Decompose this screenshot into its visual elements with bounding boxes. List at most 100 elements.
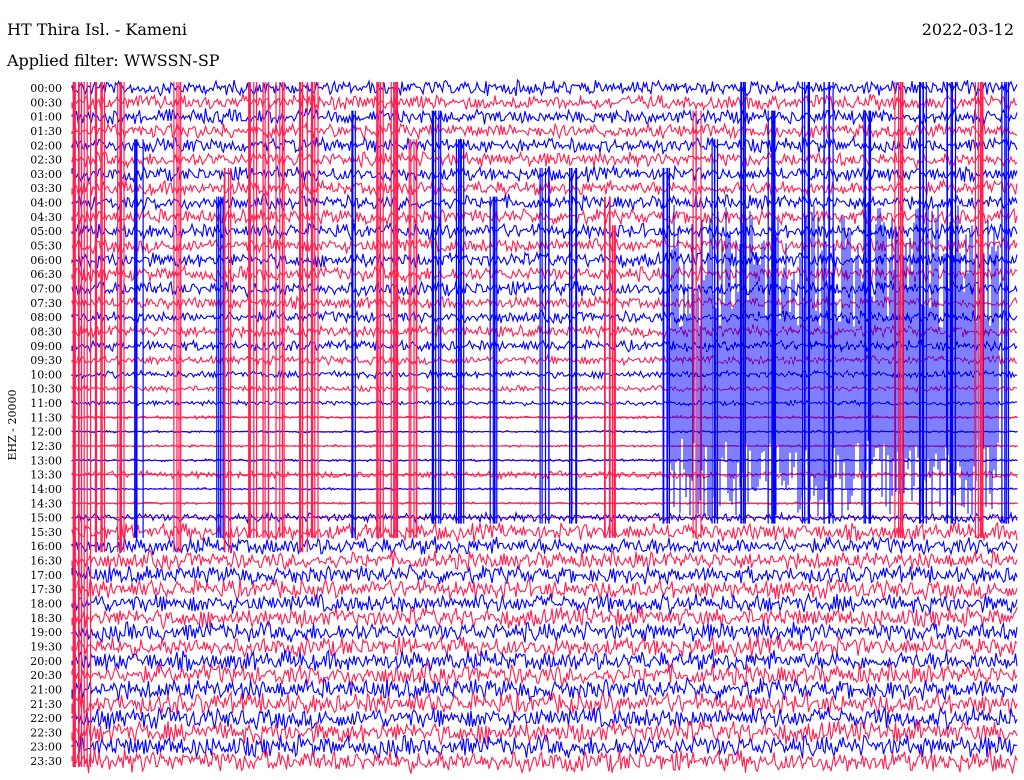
event-spike-28 [767, 110, 776, 524]
event-spike-34 [946, 82, 957, 524]
trace-row-1200 [71, 429, 1018, 434]
trace-row-0230 [71, 151, 1018, 170]
event-spike-5 [173, 82, 182, 553]
row-label-0130: 01:30 [30, 125, 62, 138]
event-spike-6 [216, 196, 224, 538]
row-label-0030: 00:30 [30, 96, 62, 109]
row-label-1030: 10:30 [30, 383, 62, 396]
row-label-0200: 02:00 [30, 139, 62, 152]
row-label-0530: 05:30 [30, 240, 62, 253]
row-label-2330: 23:30 [30, 755, 62, 768]
row-label-1430: 14:30 [30, 497, 62, 510]
trace-row-0930 [71, 353, 1018, 367]
event-spike-26 [711, 139, 719, 524]
trace-row-2000 [71, 649, 1018, 673]
row-label-0700: 07:00 [30, 283, 62, 296]
trace-row-0000 [71, 78, 1018, 97]
event-spike-16 [408, 139, 418, 538]
event-spike-29 [801, 82, 810, 524]
event-spike-4 [134, 139, 144, 538]
row-label-0430: 04:30 [30, 211, 62, 224]
trace-row-0900 [71, 338, 1018, 354]
row-label-1100: 11:00 [30, 397, 62, 410]
row-label-2030: 20:30 [30, 669, 62, 682]
trace-row-2130 [71, 690, 1018, 718]
trace-row-0600 [71, 250, 1018, 270]
event-spike-11 [299, 82, 308, 553]
event-spike-36 [1001, 82, 1010, 524]
event-spike-32 [894, 82, 904, 538]
row-label-1300: 13:00 [30, 454, 62, 467]
event-spike-24 [662, 167, 670, 524]
date-label: 2022-03-12 [921, 20, 1014, 39]
event-spike-0 [72, 82, 80, 767]
event-spike-18 [455, 139, 465, 524]
row-label-1530: 15:30 [30, 526, 62, 539]
trace-row-1630 [71, 549, 1018, 572]
event-spike-2 [94, 82, 106, 553]
event-spike-17 [431, 110, 442, 524]
event-spike-15 [390, 82, 399, 538]
row-label-1830: 18:30 [30, 612, 62, 625]
trace-row-0700 [71, 279, 1018, 299]
event-spike-7 [223, 167, 232, 553]
row-label-1200: 12:00 [30, 426, 62, 439]
trace-row-2300 [71, 733, 1018, 759]
y-axis-label: EHZ - 20000 [6, 390, 19, 461]
trace-row-0630 [71, 264, 1018, 284]
row-label-0100: 01:00 [30, 111, 62, 124]
trace-row-1930 [71, 635, 1018, 659]
trace-layer [71, 78, 1018, 775]
event-spike-19 [489, 196, 498, 524]
event-spike-1 [80, 82, 92, 767]
trace-row-0430 [71, 207, 1018, 227]
trace-row-0100 [71, 106, 1018, 127]
row-label-1330: 13:30 [30, 469, 62, 482]
row-label-0800: 08:00 [30, 311, 62, 324]
row-label-0400: 04:00 [30, 197, 62, 210]
trace-row-0500 [71, 222, 1018, 241]
trace-row-1800 [71, 592, 1018, 616]
row-label-2000: 20:00 [30, 655, 62, 668]
row-label-0830: 08:30 [30, 325, 62, 338]
row-label-2300: 23:00 [30, 741, 62, 754]
row-label-0300: 03:00 [30, 168, 62, 181]
trace-row-0830 [71, 323, 1017, 340]
row-label-1800: 18:00 [30, 598, 62, 611]
trace-row-2200 [71, 705, 1018, 730]
row-label-0230: 02:30 [30, 154, 62, 167]
row-label-0930: 09:30 [30, 354, 62, 367]
trace-row-2230 [71, 720, 1018, 747]
event-spike-3 [117, 82, 125, 553]
row-label-1730: 17:30 [30, 583, 62, 596]
trace-row-0530 [71, 235, 1018, 256]
trace-row-1130 [71, 414, 1018, 421]
trace-row-1100 [71, 399, 1018, 407]
row-label-1500: 15:00 [30, 512, 62, 525]
row-label-2100: 21:00 [30, 683, 62, 696]
row-label-1900: 19:00 [30, 626, 62, 639]
row-label-1000: 10:00 [30, 368, 62, 381]
trace-row-1900 [71, 620, 1018, 644]
row-label-0900: 09:00 [30, 340, 62, 353]
trace-row-0030 [71, 93, 1018, 112]
row-label-2230: 22:30 [30, 726, 62, 739]
trace-row-1730 [71, 577, 1018, 602]
row-label-0330: 03:30 [30, 182, 62, 195]
trace-row-0300 [71, 164, 1018, 184]
trace-row-0200 [71, 135, 1018, 156]
trace-row-0130 [71, 121, 1018, 141]
trace-row-2100 [71, 677, 1018, 702]
row-label-1230: 12:30 [30, 440, 62, 453]
event-spike-10 [275, 82, 285, 538]
event-spike-27 [740, 82, 746, 524]
row-label-0600: 06:00 [30, 254, 62, 267]
event-spike-25 [692, 110, 702, 538]
trace-row-1600 [71, 535, 1018, 557]
event-spike-9 [262, 82, 270, 538]
trace-row-1000 [71, 368, 1018, 381]
row-label-1130: 11:30 [30, 411, 62, 424]
trace-row-1030 [71, 384, 1018, 394]
